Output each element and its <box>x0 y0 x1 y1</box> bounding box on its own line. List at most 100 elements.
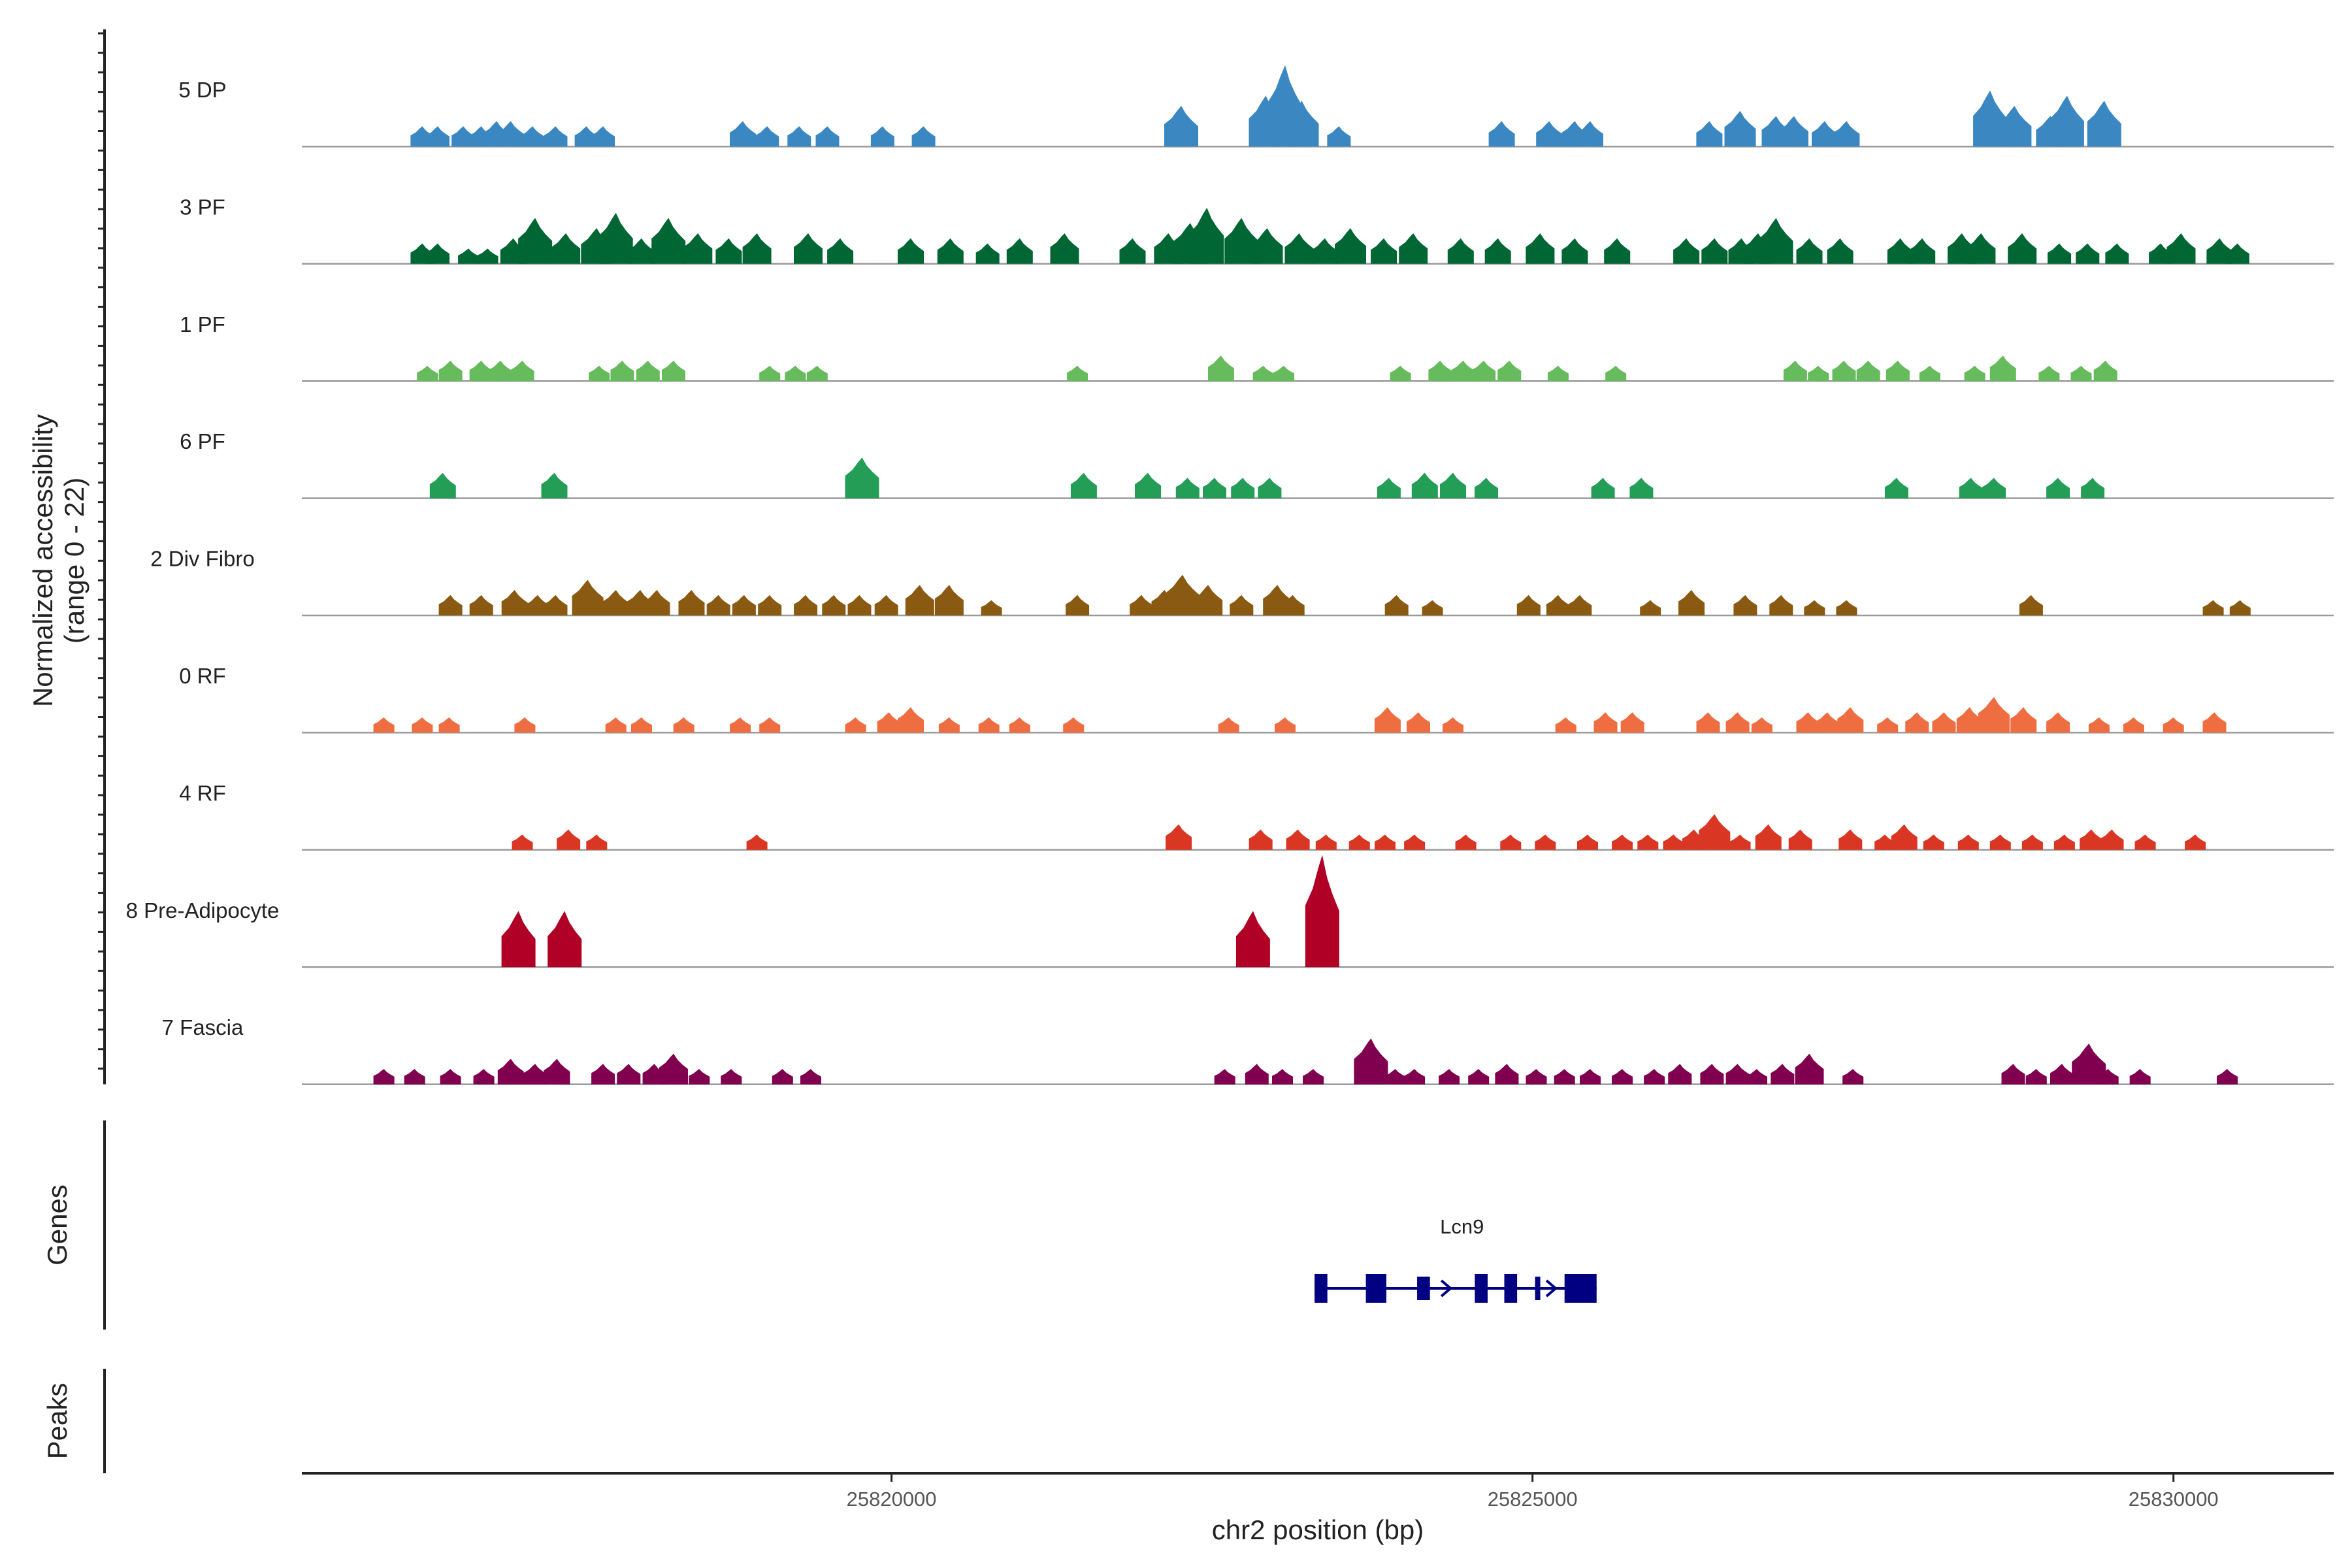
coverage-peak <box>1923 834 1944 850</box>
coverage-peak <box>1759 218 1793 264</box>
coverage-peak <box>510 361 534 382</box>
gene-exon <box>1564 1274 1597 1303</box>
coverage-peak <box>551 233 581 264</box>
coverage-peak <box>1536 121 1563 147</box>
track-2: 3 PF <box>180 195 2334 265</box>
coverage-peak <box>1258 478 1282 498</box>
coverage-peak <box>426 126 449 147</box>
coverage-peak <box>905 585 934 615</box>
coverage-peak <box>911 126 936 147</box>
coverage-peak <box>1166 574 1200 615</box>
coverage-peak <box>1838 829 1863 850</box>
coverage-peak <box>706 595 730 615</box>
coverage-peak <box>1568 595 1592 615</box>
coverage-peak <box>2001 1064 2025 1085</box>
track-7: 4 RF <box>179 781 2334 851</box>
coverage-peak <box>1580 1069 1601 1085</box>
coverage-peak <box>631 717 652 733</box>
coverage-peak <box>1455 834 1477 850</box>
coverage-peak <box>2217 1069 2238 1085</box>
coverage-peak <box>489 361 513 382</box>
x-tick-label: 25830000 <box>2129 1488 2219 1511</box>
coverage-peak <box>2080 829 2104 850</box>
coverage-peak <box>1795 1053 1824 1085</box>
coverage-peak <box>1411 472 1438 498</box>
coverage-peak <box>2072 1043 2106 1085</box>
coverage-peak <box>730 717 751 733</box>
coverage-peak <box>845 457 879 498</box>
coverage-peak <box>1769 595 1793 615</box>
coverage-peak <box>2025 1069 2047 1085</box>
coverage-peak <box>1166 824 1192 850</box>
coverage-peak <box>2166 233 2196 264</box>
coverage-peak <box>1751 717 1772 733</box>
coverage-peak <box>1957 834 1979 850</box>
coverage-peak <box>1555 717 1576 733</box>
coverage-peak <box>877 712 901 733</box>
coverage-peak <box>2046 712 2070 733</box>
coverage-peak <box>1696 712 1720 733</box>
coverage-peak <box>1526 1069 1547 1085</box>
coverage-peak <box>521 126 545 147</box>
coverage-peak <box>683 233 713 264</box>
coverage-peak <box>1447 238 1474 264</box>
coverage-peak <box>2100 829 2124 850</box>
coverage-peak <box>845 717 866 733</box>
coverage-peak <box>1629 478 1654 498</box>
coverage-peak <box>544 126 568 147</box>
coverage-peak <box>1577 834 1598 850</box>
coverage-peak <box>2076 243 2100 264</box>
coverage-peak <box>1327 126 1351 147</box>
coverage-peak <box>742 233 772 264</box>
coverage-peak <box>1275 717 1296 733</box>
coverage-peak <box>2008 233 2037 264</box>
coverage-peak <box>1488 121 1515 147</box>
coverage-peak <box>1699 814 1731 850</box>
coverage-peak <box>1816 712 1839 733</box>
coverage-peak <box>1905 712 1929 733</box>
coverage-peak <box>1804 600 1825 615</box>
track-label: 4 RF <box>179 781 226 805</box>
coverage-peak <box>794 233 823 264</box>
coverage-peak <box>1284 233 1314 264</box>
track-6: 0 RF <box>179 664 2334 734</box>
coverage-peak <box>1063 717 1085 733</box>
coverage-tracks: 5 DP 3 PF 1 PF 6 PF 2 Div Fibro 0 RF 4 RF 8 Pre… <box>126 65 2334 1085</box>
x-tick-label: 25825000 <box>1488 1488 1578 1511</box>
coverage-peak <box>975 243 1000 264</box>
coverage-peak <box>1827 238 1854 264</box>
coverage-peak <box>806 365 828 382</box>
coverage-peak <box>497 1058 524 1085</box>
coverage-peak <box>438 717 460 733</box>
coverage-peak <box>2021 834 2043 850</box>
coverage-peak <box>1175 478 1200 498</box>
coverage-peak <box>2149 243 2173 264</box>
coverage-peak <box>1472 361 1496 382</box>
coverage-peak <box>412 717 433 733</box>
coverage-peak <box>440 1069 461 1085</box>
coverage-peak <box>1796 238 1823 264</box>
coverage-peak <box>1374 707 1401 733</box>
coverage-peak <box>1771 1064 1795 1085</box>
coverage-peak <box>659 1053 688 1085</box>
coverage-peak <box>501 911 536 968</box>
coverage-peak <box>1451 361 1475 382</box>
coverage-peak <box>1439 1069 1460 1085</box>
coverage-peak <box>1164 106 1198 147</box>
coverage-peak <box>2050 95 2084 147</box>
coverage-peak <box>934 585 964 615</box>
coverage-peak <box>678 590 705 615</box>
coverage-peak <box>1887 238 1914 264</box>
coverage-peak <box>636 361 660 382</box>
coverage-peak <box>721 1069 742 1085</box>
coverage-peak <box>1252 365 1274 382</box>
coverage-peak <box>847 595 872 615</box>
coverage-peak <box>800 1069 821 1085</box>
coverage-peak <box>1390 365 1411 382</box>
coverage-peak <box>715 238 742 264</box>
track-5: 2 Div Fibro <box>150 547 2334 617</box>
coverage-peak <box>1779 116 1808 147</box>
track-label: 3 PF <box>180 195 225 219</box>
coverage-peak <box>2202 712 2227 733</box>
coverage-peak <box>1644 1069 1665 1085</box>
